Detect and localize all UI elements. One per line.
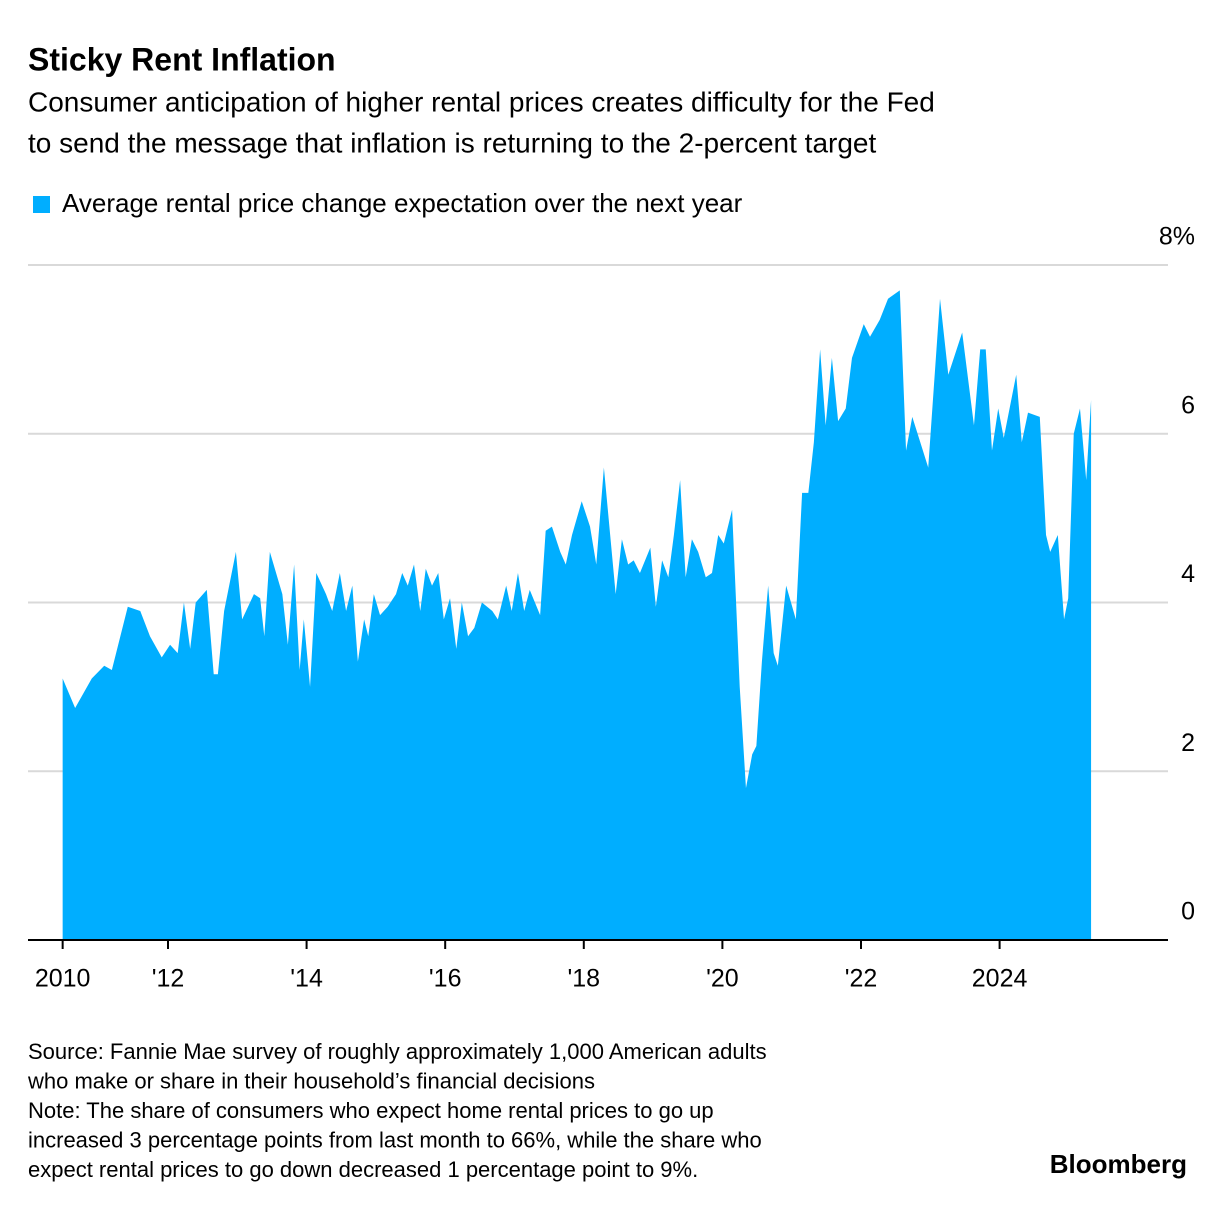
footnote: expect rental prices to go down decrease… [28, 1157, 698, 1182]
y-tick-label: 4 [1181, 560, 1195, 588]
brand: Bloomberg [1050, 1149, 1187, 1179]
footnote: Note: The share of consumers who expect … [28, 1098, 714, 1123]
x-tick-label: 2024 [972, 965, 1028, 993]
chart-subtitle: to send the message that inflation is re… [28, 127, 877, 158]
x-tick-label: '20 [706, 965, 739, 993]
y-tick-label: 6 [1181, 391, 1195, 419]
legend-swatch [33, 196, 50, 213]
chart-subtitle: Consumer anticipation of higher rental p… [28, 86, 935, 117]
y-tick-label: 0 [1181, 898, 1195, 926]
y-tick-label: 2 [1181, 729, 1195, 757]
footnote: increased 3 percentage points from last … [28, 1127, 762, 1152]
footnote: Source: Fannie Mae survey of roughly app… [28, 1039, 767, 1064]
area [62, 290, 1092, 940]
x-tick-label: '18 [567, 965, 600, 993]
x-tick-label: '12 [152, 965, 185, 993]
x-tick-label: '22 [845, 965, 878, 993]
chart-title: Sticky Rent Inflation [28, 41, 336, 77]
x-tick-label: '16 [429, 965, 462, 993]
footnote: who make or share in their household’s f… [27, 1068, 595, 1093]
y-tick-label: 8% [1159, 223, 1195, 251]
x-tick-label: 2010 [35, 965, 91, 993]
x-tick-label: '14 [290, 965, 323, 993]
legend-label: Average rental price change expectation … [62, 188, 743, 218]
